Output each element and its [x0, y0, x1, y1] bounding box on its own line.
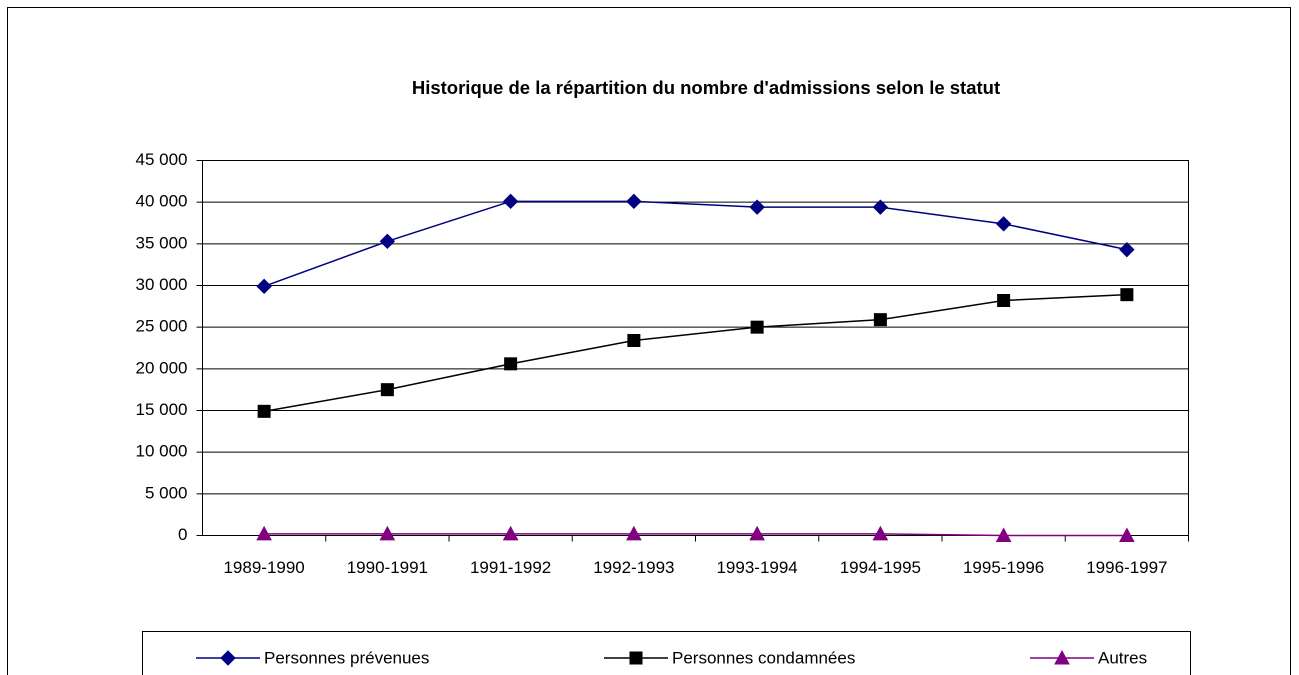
diamond-marker — [1119, 241, 1135, 258]
triangle-marker — [256, 525, 272, 541]
square-marker — [627, 334, 641, 347]
y-tick-label: 25 000 — [136, 317, 188, 336]
legend-label: Personnes condamnées — [672, 648, 855, 667]
series-line — [263, 200, 1128, 288]
triangle-marker — [1054, 649, 1070, 665]
triangle-marker — [749, 525, 765, 541]
square-marker — [873, 313, 887, 327]
square-marker — [504, 357, 518, 371]
triangle-marker — [502, 525, 519, 541]
x-tick-label: 1989-1990 — [223, 558, 304, 577]
x-tick-label: 1994-1995 — [840, 558, 921, 577]
x-tick-label: 1993-1994 — [716, 558, 797, 577]
diamond-marker — [995, 216, 1012, 232]
series-line — [263, 293, 1127, 413]
x-tick-label: 1991-1992 — [470, 558, 551, 577]
square-marker — [629, 651, 643, 665]
diamond-marker — [872, 199, 889, 215]
x-tick-label: 1996-1997 — [1086, 558, 1167, 577]
y-tick-label: 30 000 — [136, 275, 188, 294]
square-marker — [750, 320, 764, 334]
x-tick-label: 1992-1993 — [593, 558, 674, 577]
chart-title: Historique de la répartition du nombre d… — [412, 77, 1000, 98]
y-tick-label: 40 000 — [136, 192, 188, 211]
legend-label: Personnes prévenues — [264, 648, 429, 667]
x-tick-label: 1995-1996 — [963, 558, 1044, 577]
y-tick-label: 5 000 — [145, 483, 188, 502]
diamond-marker — [256, 278, 272, 295]
triangle-marker — [1119, 527, 1135, 542]
y-tick-label: 10 000 — [136, 442, 188, 461]
diamond-marker — [502, 193, 519, 210]
square-marker — [380, 383, 394, 397]
x-tick-label: 1990-1991 — [347, 558, 428, 577]
legend-box — [142, 631, 1191, 675]
legend-label: Autres — [1098, 648, 1147, 667]
series-line — [264, 533, 1127, 537]
diamond-marker — [749, 199, 765, 215]
square-marker — [257, 404, 271, 418]
square-marker — [997, 294, 1011, 307]
y-tick-label: 20 000 — [136, 358, 188, 377]
y-tick-label: 45 000 — [136, 150, 188, 169]
triangle-marker — [872, 525, 889, 541]
y-tick-label: 15 000 — [136, 400, 188, 419]
plot-area — [202, 160, 1189, 536]
y-tick-label: 0 — [178, 525, 187, 544]
diamond-marker — [220, 650, 236, 666]
triangle-marker — [626, 525, 642, 541]
triangle-marker — [995, 527, 1012, 542]
diamond-marker — [626, 193, 642, 210]
y-tick-label: 35 000 — [136, 233, 188, 252]
square-marker — [1120, 288, 1134, 302]
diamond-marker — [379, 233, 396, 250]
triangle-marker — [379, 525, 396, 541]
